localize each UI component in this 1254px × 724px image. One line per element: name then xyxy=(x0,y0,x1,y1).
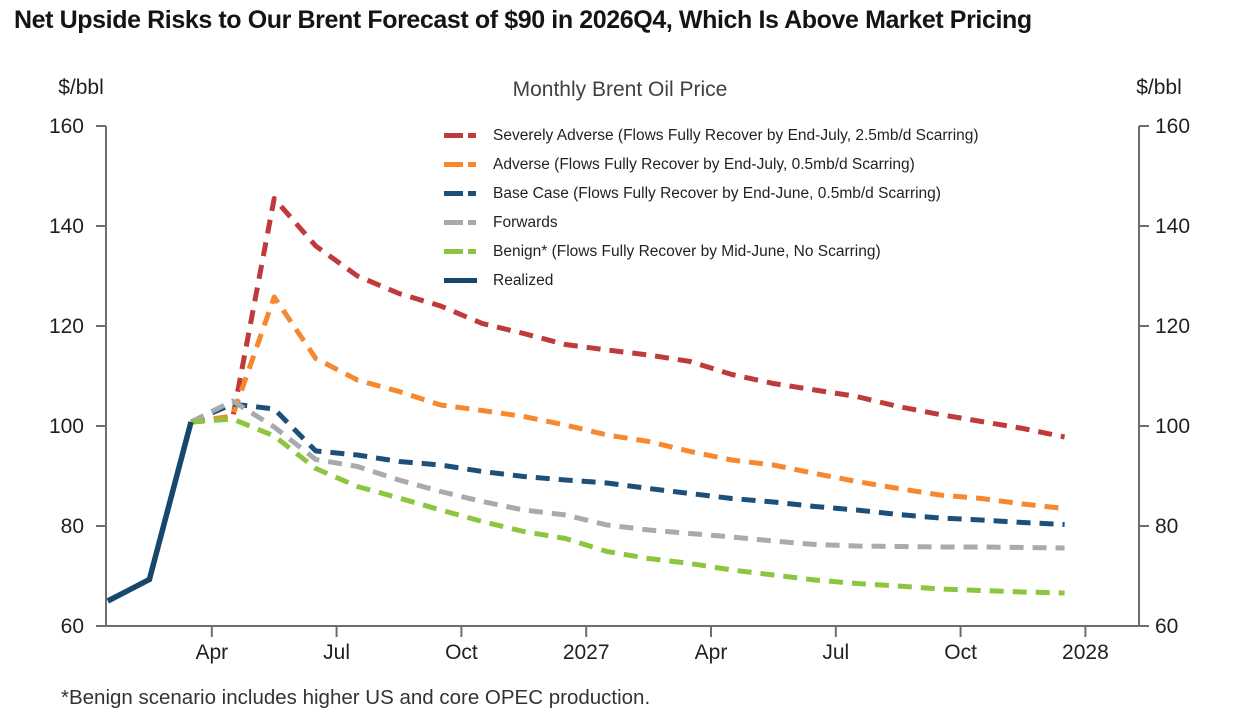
series-line-4 xyxy=(190,416,1065,596)
y-tick-label-right: 60 xyxy=(1155,615,1178,638)
legend-label: Forwards xyxy=(493,213,558,231)
legend-item-0: Severely Adverse (Flows Fully Recover by… xyxy=(444,121,979,150)
y-tick-label-left: 160 xyxy=(49,115,84,138)
axes xyxy=(96,125,1149,637)
legend-line-sample xyxy=(444,249,477,254)
series-line-5 xyxy=(106,421,194,604)
legend-item-3: Forwards xyxy=(444,208,979,237)
series-line-3 xyxy=(189,398,1065,551)
legend-item-4: Benign* (Flows Fully Recover by Mid-June… xyxy=(444,237,979,266)
x-tick-label: 2028 xyxy=(1062,641,1109,664)
y-tick-label-left: 80 xyxy=(61,515,84,538)
y-tick-label-left: 60 xyxy=(61,615,84,638)
legend-label: Benign* (Flows Fully Recover by Mid-June… xyxy=(493,242,881,260)
legend-label: Base Case (Flows Fully Recover by End-Ju… xyxy=(493,184,941,202)
y-tick-label-right: 120 xyxy=(1155,315,1190,338)
legend-item-1: Adverse (Flows Fully Recover by End-July… xyxy=(444,150,979,179)
legend-line-sample xyxy=(444,278,477,283)
y-tick-label-left: 100 xyxy=(49,415,84,438)
legend-label: Realized xyxy=(493,271,554,289)
y-tick-label-right: 100 xyxy=(1155,415,1190,438)
x-tick-label: Oct xyxy=(445,641,478,664)
y-tick-label-right: 80 xyxy=(1155,515,1178,538)
y-tick-label-right: 160 xyxy=(1155,115,1190,138)
x-tick-label: Oct xyxy=(944,641,977,664)
chart-title: Monthly Brent Oil Price xyxy=(512,78,728,101)
x-tick-label: Jul xyxy=(822,641,849,664)
y-tick-label-right: 140 xyxy=(1155,215,1190,238)
y-axis-unit-left: $/bbl xyxy=(58,76,104,99)
y-axis-unit-right: $/bbl xyxy=(1136,76,1182,99)
legend-label: Severely Adverse (Flows Fully Recover by… xyxy=(493,126,979,144)
legend-line-sample xyxy=(444,220,477,225)
axis-labels: 60 60 80 80 100 100 120 120 140 140 160 160 Apr Jul Oc… xyxy=(49,115,1190,664)
legend-label: Adverse (Flows Fully Recover by End-July… xyxy=(493,155,915,173)
legend-line-sample xyxy=(444,191,477,196)
x-tick-label: 2027 xyxy=(563,641,610,664)
series-line-2 xyxy=(190,401,1065,527)
series-line-1 xyxy=(190,294,1065,511)
page-title: Net Upside Risks to Our Brent Forecast o… xyxy=(14,6,1032,34)
y-tick-label-left: 120 xyxy=(49,315,84,338)
x-tick-label: Jul xyxy=(323,641,350,664)
series-line-0 xyxy=(190,196,1066,440)
legend: Severely Adverse (Flows Fully Recover by… xyxy=(444,121,979,295)
legend-item-2: Base Case (Flows Fully Recover by End-Ju… xyxy=(444,179,979,208)
x-tick-label: Apr xyxy=(195,641,228,664)
legend-item-5: Realized xyxy=(444,266,979,295)
y-tick-label-left: 140 xyxy=(49,215,84,238)
legend-line-sample xyxy=(444,133,477,138)
legend-line-sample xyxy=(444,162,477,167)
footnote: *Benign scenario includes higher US and … xyxy=(61,686,651,709)
x-tick-label: Apr xyxy=(695,641,728,664)
